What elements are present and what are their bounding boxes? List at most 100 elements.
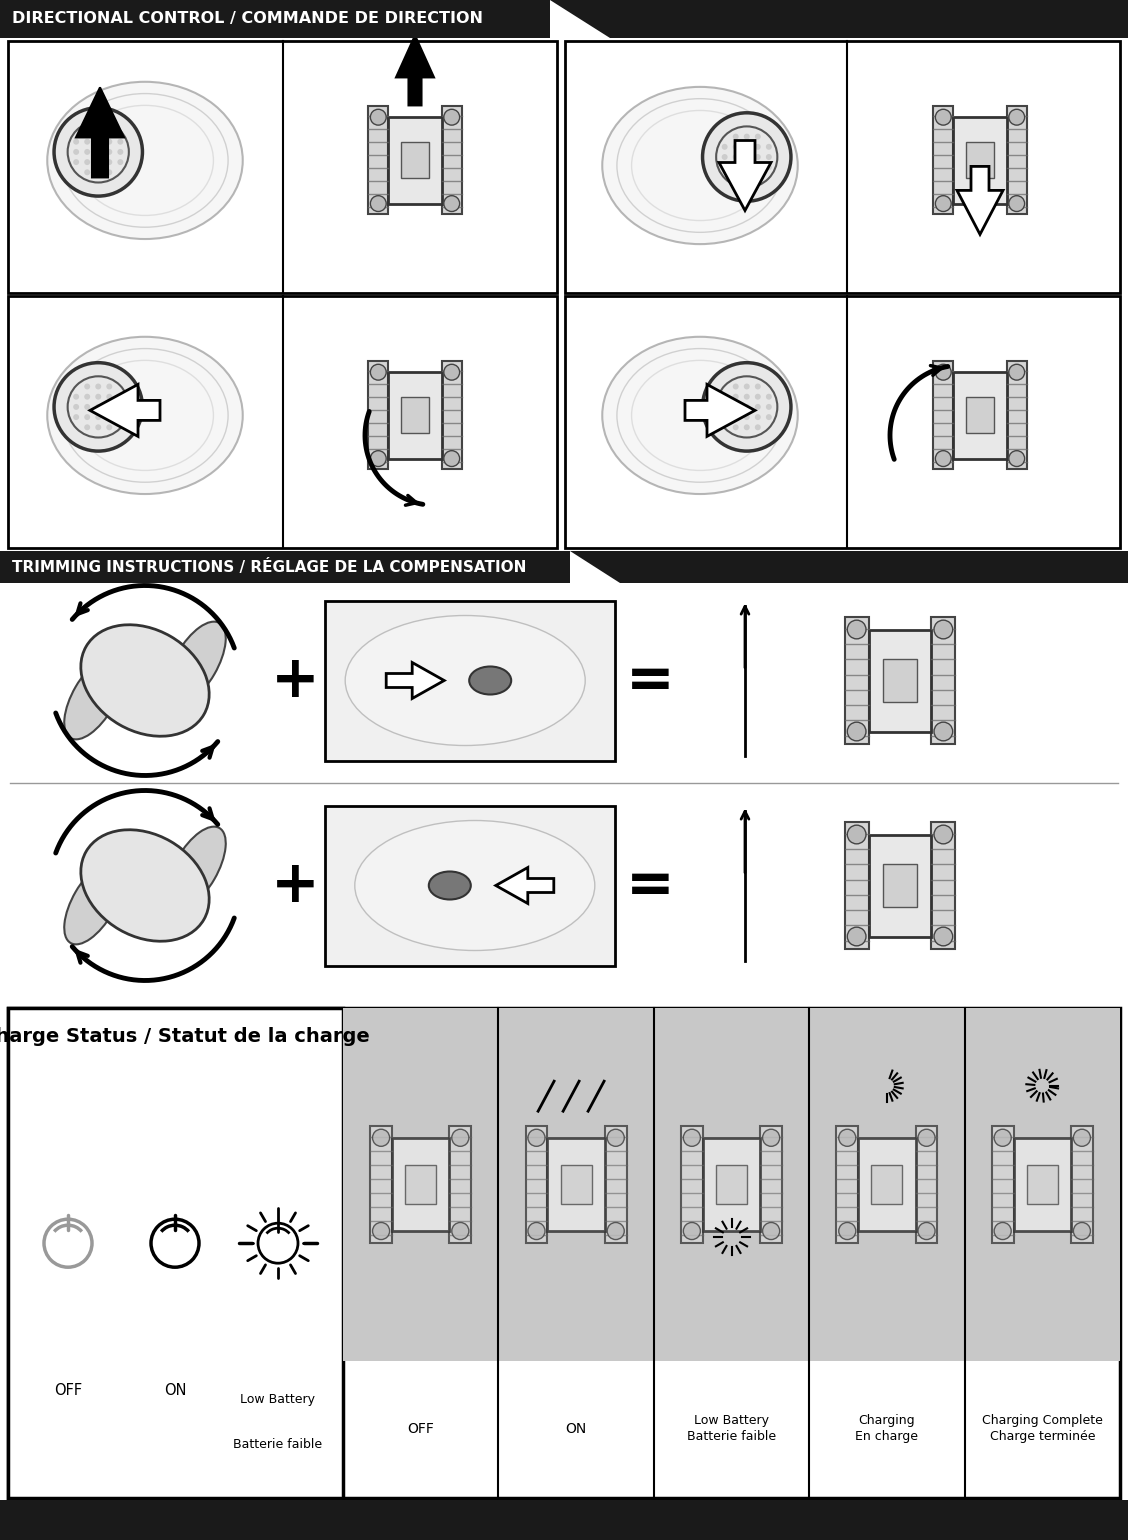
Text: ON: ON <box>164 1383 186 1398</box>
Bar <box>1072 1126 1093 1243</box>
Circle shape <box>443 196 459 211</box>
FancyArrow shape <box>396 35 434 105</box>
Circle shape <box>85 425 90 430</box>
Circle shape <box>847 927 866 946</box>
Bar <box>1006 362 1026 470</box>
Bar <box>499 1009 654 1361</box>
Text: Charging Complete: Charging Complete <box>981 1414 1103 1428</box>
Text: Charge Status / Statut de la charge: Charge Status / Statut de la charge <box>0 1027 370 1046</box>
Circle shape <box>733 414 739 420</box>
Ellipse shape <box>47 82 243 239</box>
Circle shape <box>755 425 760 430</box>
Bar <box>400 142 430 179</box>
Circle shape <box>54 108 142 196</box>
Circle shape <box>935 196 951 211</box>
Circle shape <box>85 414 90 420</box>
Circle shape <box>85 383 90 390</box>
Circle shape <box>733 174 739 180</box>
Circle shape <box>755 383 760 390</box>
Circle shape <box>85 394 90 400</box>
Text: Batterie faible: Batterie faible <box>687 1431 776 1443</box>
Bar <box>343 1009 499 1361</box>
Ellipse shape <box>166 622 226 705</box>
Circle shape <box>106 169 113 176</box>
Bar <box>400 397 430 433</box>
Circle shape <box>95 383 102 390</box>
Circle shape <box>766 403 772 410</box>
Bar <box>405 1164 437 1204</box>
Circle shape <box>684 1129 700 1146</box>
Circle shape <box>847 825 866 844</box>
Text: Low Battery: Low Battery <box>240 1394 316 1406</box>
Bar <box>932 616 955 744</box>
Circle shape <box>733 394 739 400</box>
Circle shape <box>85 139 90 145</box>
Circle shape <box>1074 1223 1091 1240</box>
Circle shape <box>755 134 760 140</box>
Text: OFF: OFF <box>54 1383 82 1398</box>
Circle shape <box>743 403 750 410</box>
Circle shape <box>703 112 791 202</box>
Circle shape <box>743 143 750 149</box>
Bar <box>932 822 955 949</box>
Bar <box>760 1126 782 1243</box>
Circle shape <box>755 143 760 149</box>
Polygon shape <box>550 0 610 38</box>
Circle shape <box>95 425 102 430</box>
Circle shape <box>73 139 79 145</box>
Circle shape <box>766 165 772 171</box>
Circle shape <box>703 363 791 451</box>
Bar <box>858 1138 916 1230</box>
Bar <box>845 822 869 949</box>
Ellipse shape <box>81 625 209 736</box>
Bar <box>8 42 557 293</box>
Circle shape <box>935 109 951 125</box>
Circle shape <box>994 1129 1011 1146</box>
Circle shape <box>106 128 113 134</box>
Circle shape <box>743 165 750 171</box>
Circle shape <box>934 927 953 946</box>
Circle shape <box>117 394 123 400</box>
Circle shape <box>733 425 739 430</box>
Circle shape <box>106 425 113 430</box>
Circle shape <box>743 134 750 140</box>
Circle shape <box>443 451 459 467</box>
Circle shape <box>95 414 102 420</box>
Circle shape <box>95 128 102 134</box>
Ellipse shape <box>81 830 209 941</box>
Circle shape <box>106 403 113 410</box>
Circle shape <box>85 403 90 410</box>
Bar <box>681 1126 703 1243</box>
Text: 4: 4 <box>558 1512 570 1528</box>
Circle shape <box>994 1223 1011 1240</box>
Bar <box>565 42 1120 293</box>
Bar <box>869 630 932 732</box>
Bar <box>0 0 1128 38</box>
Text: +: + <box>271 651 319 708</box>
Circle shape <box>755 414 760 420</box>
Circle shape <box>755 403 760 410</box>
Circle shape <box>839 1223 856 1240</box>
Ellipse shape <box>345 616 585 745</box>
Circle shape <box>73 394 79 400</box>
Ellipse shape <box>429 872 470 899</box>
Bar <box>953 117 1006 203</box>
Circle shape <box>73 414 79 420</box>
Ellipse shape <box>64 861 124 944</box>
Circle shape <box>95 139 102 145</box>
Bar <box>703 1138 760 1230</box>
Polygon shape <box>570 551 620 584</box>
Circle shape <box>755 165 760 171</box>
Text: ON: ON <box>565 1423 587 1437</box>
Circle shape <box>117 149 123 156</box>
Bar <box>933 362 953 470</box>
Circle shape <box>372 1223 389 1240</box>
Circle shape <box>839 1129 856 1146</box>
Text: Charging: Charging <box>858 1414 915 1428</box>
Ellipse shape <box>166 827 226 910</box>
Circle shape <box>370 109 386 125</box>
Circle shape <box>684 1223 700 1240</box>
Ellipse shape <box>469 667 511 695</box>
FancyArrow shape <box>719 140 772 211</box>
Circle shape <box>755 154 760 160</box>
